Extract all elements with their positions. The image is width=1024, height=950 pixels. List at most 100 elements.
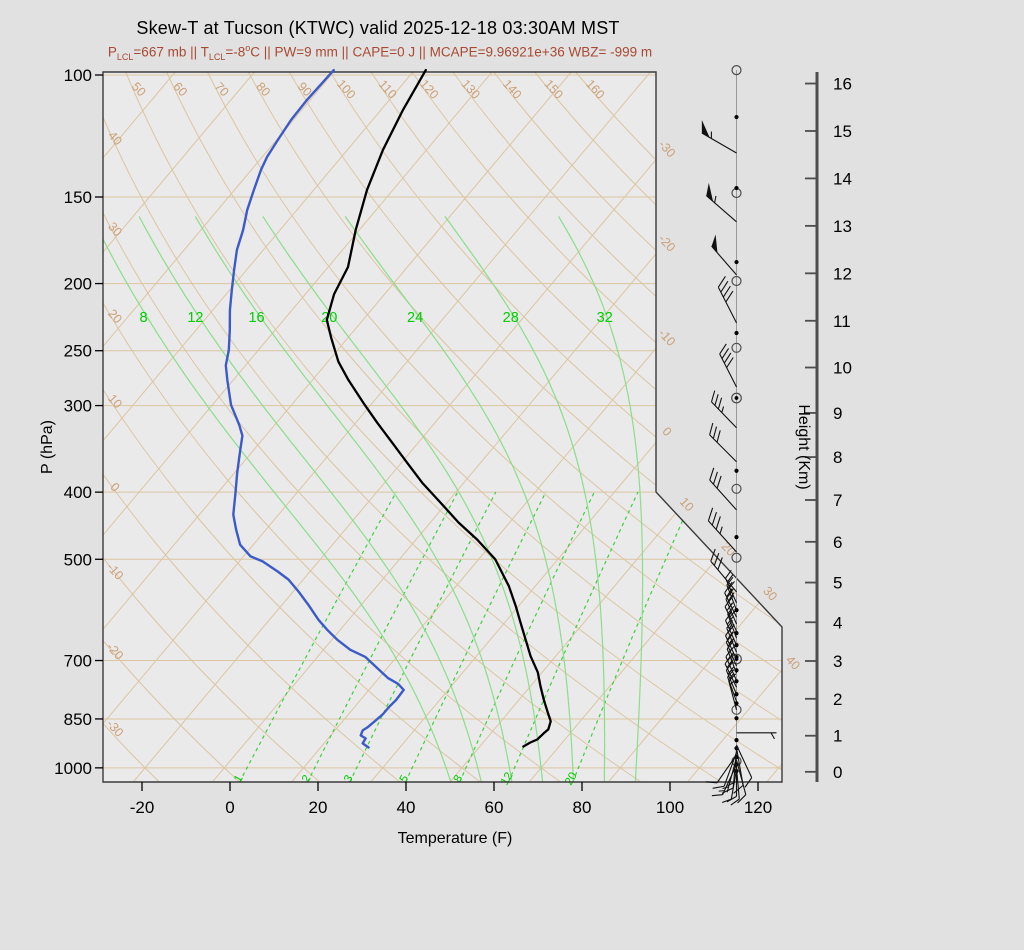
height-tick-label: 6 [833,533,842,552]
dry-adiabat-line [125,72,782,782]
plot-frame [102,71,783,783]
wind-barb [707,507,737,553]
barb-full [719,343,727,355]
barb-full [723,352,732,364]
moist-adiabat-label: 12 [187,310,203,326]
mixing-ratio-label: 1 [232,773,246,785]
barb-full [725,612,732,621]
station-circle [731,275,742,287]
barb-full [744,777,753,788]
barb-shaft [717,286,737,324]
isotherm-label: -10 [656,326,679,349]
chart-title: Skew-T at Tucson (KTWC) valid 2025-12-18… [136,18,620,38]
wind-barb [730,767,740,806]
station-circle [731,342,742,353]
barb-half [729,673,734,679]
barb-full [716,475,722,489]
barb-half [770,732,775,740]
isotherm-label: 10 [677,495,697,515]
barb-shaft [711,401,737,429]
temperature-tick-label: 80 [573,798,592,817]
station-dot [734,330,739,336]
temperature-tick-label: 120 [744,798,772,817]
barb-full [725,648,733,658]
mixing-ratio-label: 12 [499,770,516,787]
barb-full [710,390,716,403]
height-tick-label: 13 [833,217,852,236]
isotherm-line [291,72,782,782]
temperature-tick-label: 20 [309,798,328,817]
isotherm-label: -30 [656,138,679,161]
barb-full [726,576,734,586]
dry-adiabat-line [103,72,321,782]
temperature-axis: -20 0 20 40 60 80 100 120 Temperature (F) [130,782,772,847]
moist-adiabat-label: 32 [597,310,613,326]
wind-barb [736,732,777,740]
station-circle [731,483,742,494]
barb-shaft [719,353,737,388]
isotherm-label: 0 [659,424,674,439]
barb-shaft [711,245,737,276]
subtitle-segment: =-8 [225,44,246,60]
pressure-tick-label: 200 [64,275,92,294]
wind-barb [719,343,737,388]
barb-full [727,605,735,615]
barb-full [727,669,735,678]
barb-full [725,591,733,600]
subtitle-segment: LCL [208,52,226,63]
wind-barb [711,234,737,276]
barb-shaft [725,620,738,646]
barb-shaft [722,764,737,795]
barb-full [737,794,747,804]
station-dot [734,114,739,120]
barb-full [728,610,736,619]
barb-full [726,616,734,625]
barb-full [726,588,733,598]
barb-full [717,397,723,410]
barb-shaft [716,754,737,784]
height-axis-title: Height (Km) [795,404,812,489]
moist-adiabat-label: 28 [503,310,519,326]
isotherm-label: 30 [760,584,780,604]
barb-full [724,598,732,608]
barb-shaft [709,479,737,511]
barb-half [721,406,725,413]
pressure-tick-label: 300 [64,397,92,416]
moist-adiabat-label: 20 [321,310,337,326]
barb-full [717,276,726,288]
wind-barb [735,759,747,804]
wind-barb [705,754,737,784]
isotherm-line [528,72,782,782]
wind-barb [710,548,737,593]
plot-frame-outline [102,71,783,783]
moist-adiabat-line [103,216,452,782]
barb-full [726,620,734,629]
isotherm-line [103,72,255,782]
mixing-ratio-label: 5 [398,773,412,785]
pressure-tick-label: 1000 [54,759,92,778]
wind-barb [717,276,737,324]
wind-barb [725,612,738,646]
barb-full [728,592,735,602]
isotherm-line [132,72,730,782]
mixing-ratio-label: 8 [452,773,466,785]
height-tick-label: 8 [833,448,842,467]
height-tick-label: 5 [833,574,842,593]
station-circle [731,552,742,563]
station-dot [734,535,739,540]
station-circled-dot-center [734,396,739,400]
station-circle [731,65,742,76]
dry-adiabat-line [166,72,782,782]
temperature-tick-label: 40 [397,798,416,817]
wind-barb [728,673,738,710]
subtitle-segment: C || PW=9 mm || CAPE=0 J || MCAPE=9.9692… [250,44,653,60]
barb-full [730,798,740,806]
temperature-axis-title: Temperature (F) [398,830,513,847]
dry-adiabat-line [103,72,722,782]
chart-subtitle: PLCL=667 mb || TLCL=-8oC || PW=9 mm || C… [0,43,760,62]
pressure-axis-title: P (hPa) [39,420,56,474]
barb-full [727,581,735,590]
barb-half [728,623,733,629]
station-circled-dot [731,392,742,404]
